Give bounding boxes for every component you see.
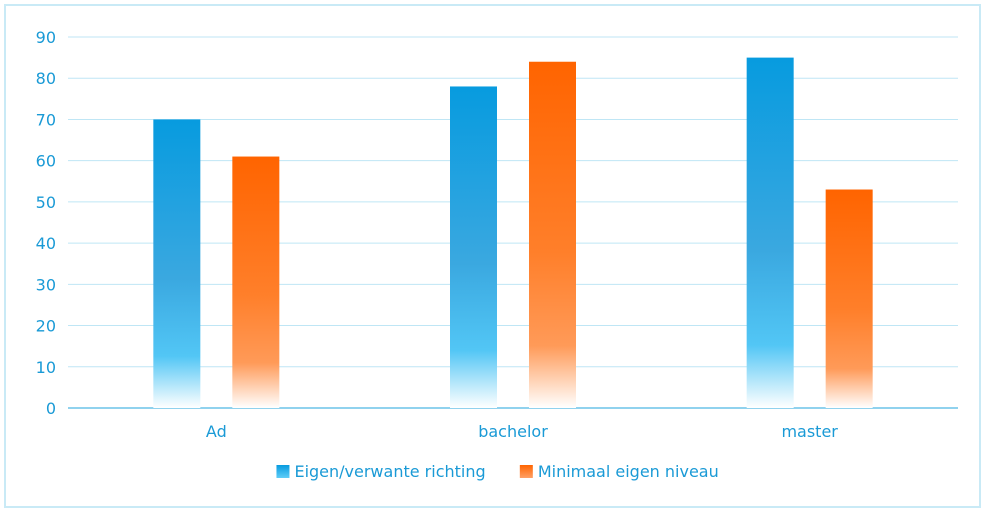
y-tick-label: 90 bbox=[36, 28, 56, 47]
y-axis-ticks: 0 10 20 30 40 50 60 70 80 90 bbox=[36, 28, 56, 418]
y-tick-label: 50 bbox=[36, 193, 56, 212]
bar-eigen-verwante-richting-master bbox=[746, 57, 794, 408]
x-tick-label: bachelor bbox=[478, 422, 548, 441]
legend-swatch bbox=[519, 465, 533, 478]
chart-frame: 0 10 20 30 40 50 60 70 80 90 Ad bachelor master Eig… bbox=[4, 4, 981, 508]
bar-minimaal-eigen-niveau-ad bbox=[232, 156, 280, 408]
y-tick-label: 60 bbox=[36, 152, 56, 171]
bar-chart: 0 10 20 30 40 50 60 70 80 90 Ad bachelor master Eig… bbox=[36, 28, 958, 481]
y-tick-label: 40 bbox=[36, 234, 56, 253]
y-tick-label: 0 bbox=[46, 399, 56, 418]
bar-minimaal-eigen-niveau-master bbox=[825, 189, 873, 408]
x-axis-ticks: Ad bachelor master bbox=[206, 422, 838, 441]
bar-eigen-verwante-richting-bachelor bbox=[450, 86, 497, 408]
y-tick-label: 10 bbox=[36, 358, 56, 377]
y-tick-label: 30 bbox=[36, 275, 56, 294]
legend-label: Eigen/verwante richting bbox=[294, 462, 485, 481]
x-tick-label: Ad bbox=[206, 422, 227, 441]
y-tick-label: 70 bbox=[36, 110, 56, 129]
gridlines bbox=[68, 36, 958, 409]
x-tick-label: master bbox=[781, 422, 838, 441]
legend: Eigen/verwante richting Minimaal eigen ni… bbox=[276, 462, 719, 481]
bar-minimaal-eigen-niveau-bachelor bbox=[529, 61, 576, 408]
y-tick-label: 80 bbox=[36, 69, 56, 88]
legend-swatch bbox=[276, 465, 290, 478]
y-tick-label: 20 bbox=[36, 317, 56, 336]
legend-label: Minimaal eigen niveau bbox=[538, 462, 719, 481]
bars bbox=[153, 57, 873, 408]
bar-eigen-verwante-richting-ad bbox=[153, 119, 201, 408]
